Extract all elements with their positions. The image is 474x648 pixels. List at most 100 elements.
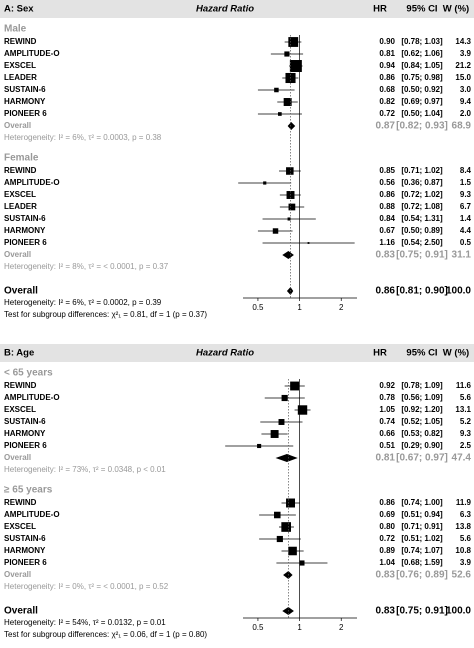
hr-value: 0.69 [379, 510, 395, 519]
weight-value: 13.8 [455, 522, 471, 531]
study-square [288, 37, 299, 47]
overall-heterogeneity: Heterogeneity: I² = 6%, τ² = 0.0002, p =… [4, 298, 162, 307]
study-name: LEADER [4, 202, 37, 211]
subgroup-overall-label: Overall [4, 121, 31, 130]
hr-value: 0.67 [379, 226, 395, 235]
panel-header-band [0, 0, 474, 18]
study-name: HARMONY [4, 429, 46, 438]
study-name: LEADER [4, 73, 37, 82]
ci-value: [0.53; 0.82] [401, 429, 443, 438]
study-square [297, 405, 308, 415]
weight-value: 6.3 [460, 510, 472, 519]
study-square [276, 535, 283, 543]
study-name: EXSCEL [4, 190, 36, 199]
ci-value: [0.56; 1.09] [401, 393, 443, 402]
subgroup-heterogeneity: Heterogeneity: I² = 8%, τ² = < 0.0001, p… [4, 262, 169, 271]
study-square [274, 511, 281, 519]
study-square [307, 242, 310, 244]
study-square [289, 60, 302, 72]
study-square [281, 522, 292, 532]
study-name: PIONEER 6 [4, 109, 47, 118]
study-square [263, 181, 267, 185]
hr-value: 0.89 [379, 546, 395, 555]
overall-ci: [0.81; 0.90] [396, 286, 448, 297]
subgroup-test: Test for subgroup differences: χ²₁ = 0.8… [4, 310, 207, 319]
study-name: AMPLITUDE-O [4, 49, 60, 58]
weight-value: 3.9 [460, 49, 472, 58]
ci-value: [0.71; 1.02] [401, 166, 443, 175]
weight-value: 14.3 [455, 37, 471, 46]
column-header: HR [373, 4, 387, 15]
hr-value: 0.86 [379, 498, 395, 507]
weight-value: 5.6 [460, 393, 472, 402]
hr-value: 0.72 [379, 534, 395, 543]
weight-value: 15.0 [455, 73, 471, 82]
hr-value: 0.86 [379, 190, 395, 199]
hr-value: 0.56 [379, 178, 395, 187]
study-square [284, 51, 290, 57]
panel-title: B: Age [4, 348, 34, 359]
subgroup-overall-weight: 47.4 [452, 453, 472, 464]
ci-value: [0.62; 1.06] [401, 49, 443, 58]
subgroup-label: Male [4, 24, 27, 35]
ci-value: [0.69; 0.97] [401, 97, 443, 106]
study-square [278, 419, 285, 425]
study-name: EXSCEL [4, 61, 36, 70]
study-square [272, 228, 279, 234]
subgroup-overall-weight: 52.6 [452, 570, 472, 581]
subgroup-overall-hr: 0.83 [376, 250, 396, 261]
weight-value: 2.0 [460, 109, 472, 118]
summary-diamond [275, 454, 298, 462]
overall-label: Overall [4, 606, 38, 617]
study-square [287, 217, 291, 221]
study-name: PIONEER 6 [4, 558, 47, 567]
hr-value: 1.04 [379, 558, 395, 567]
weight-value: 11.9 [456, 498, 472, 507]
hr-value: 0.82 [379, 97, 395, 106]
weight-value: 6.7 [460, 202, 472, 211]
subgroup-overall-hr: 0.87 [376, 121, 396, 132]
x-tick-label: 0.5 [252, 623, 264, 632]
ci-value: [0.68; 1.59] [401, 558, 443, 567]
hr-value: 0.88 [379, 202, 395, 211]
study-square [283, 98, 292, 106]
ci-value: [0.51; 0.94] [401, 510, 443, 519]
ci-value: [0.74; 1.00] [401, 498, 443, 507]
subgroup-overall-ci: [0.82; 0.93] [396, 121, 448, 132]
weight-value: 9.3 [460, 429, 472, 438]
subgroup-overall-label: Overall [4, 570, 31, 579]
x-tick-label: 2 [339, 623, 344, 632]
subgroup-overall-weight: 31.1 [452, 250, 472, 261]
column-header: 95% CI [406, 4, 437, 15]
ci-value: [0.74; 1.07] [401, 546, 443, 555]
hr-value: 0.74 [379, 417, 395, 426]
x-tick-label: 1 [297, 303, 302, 312]
column-header: Hazard Ratio [196, 4, 254, 15]
hr-value: 0.90 [379, 37, 395, 46]
subgroup-overall-ci: [0.76; 0.89] [396, 570, 448, 581]
study-name: REWIND [4, 166, 37, 175]
ci-value: [0.50; 1.04] [401, 109, 443, 118]
subgroup-overall-ci: [0.67; 0.97] [396, 453, 448, 464]
hr-value: 0.51 [379, 441, 395, 450]
weight-value: 10.8 [455, 546, 471, 555]
overall-ci: [0.75; 0.91] [396, 606, 448, 617]
weight-value: 4.4 [460, 226, 472, 235]
study-square [278, 112, 282, 116]
weight-value: 5.6 [460, 534, 472, 543]
study-square [286, 498, 296, 508]
weight-value: 11.6 [456, 381, 472, 390]
subgroup-overall-ci: [0.75; 0.91] [396, 250, 448, 261]
weight-value: 5.2 [460, 417, 472, 426]
overall-hr: 0.83 [376, 606, 396, 617]
overall-label: Overall [4, 286, 38, 297]
study-square [286, 167, 294, 175]
study-square [257, 443, 262, 449]
hr-value: 0.84 [379, 214, 395, 223]
subgroup-overall-weight: 68.9 [452, 121, 472, 132]
summary-diamond [283, 571, 293, 579]
study-name: SUSTAIN-6 [4, 534, 46, 543]
study-name: REWIND [4, 37, 37, 46]
study-name: SUSTAIN-6 [4, 417, 46, 426]
subgroup-label: < 65 years [4, 368, 53, 379]
